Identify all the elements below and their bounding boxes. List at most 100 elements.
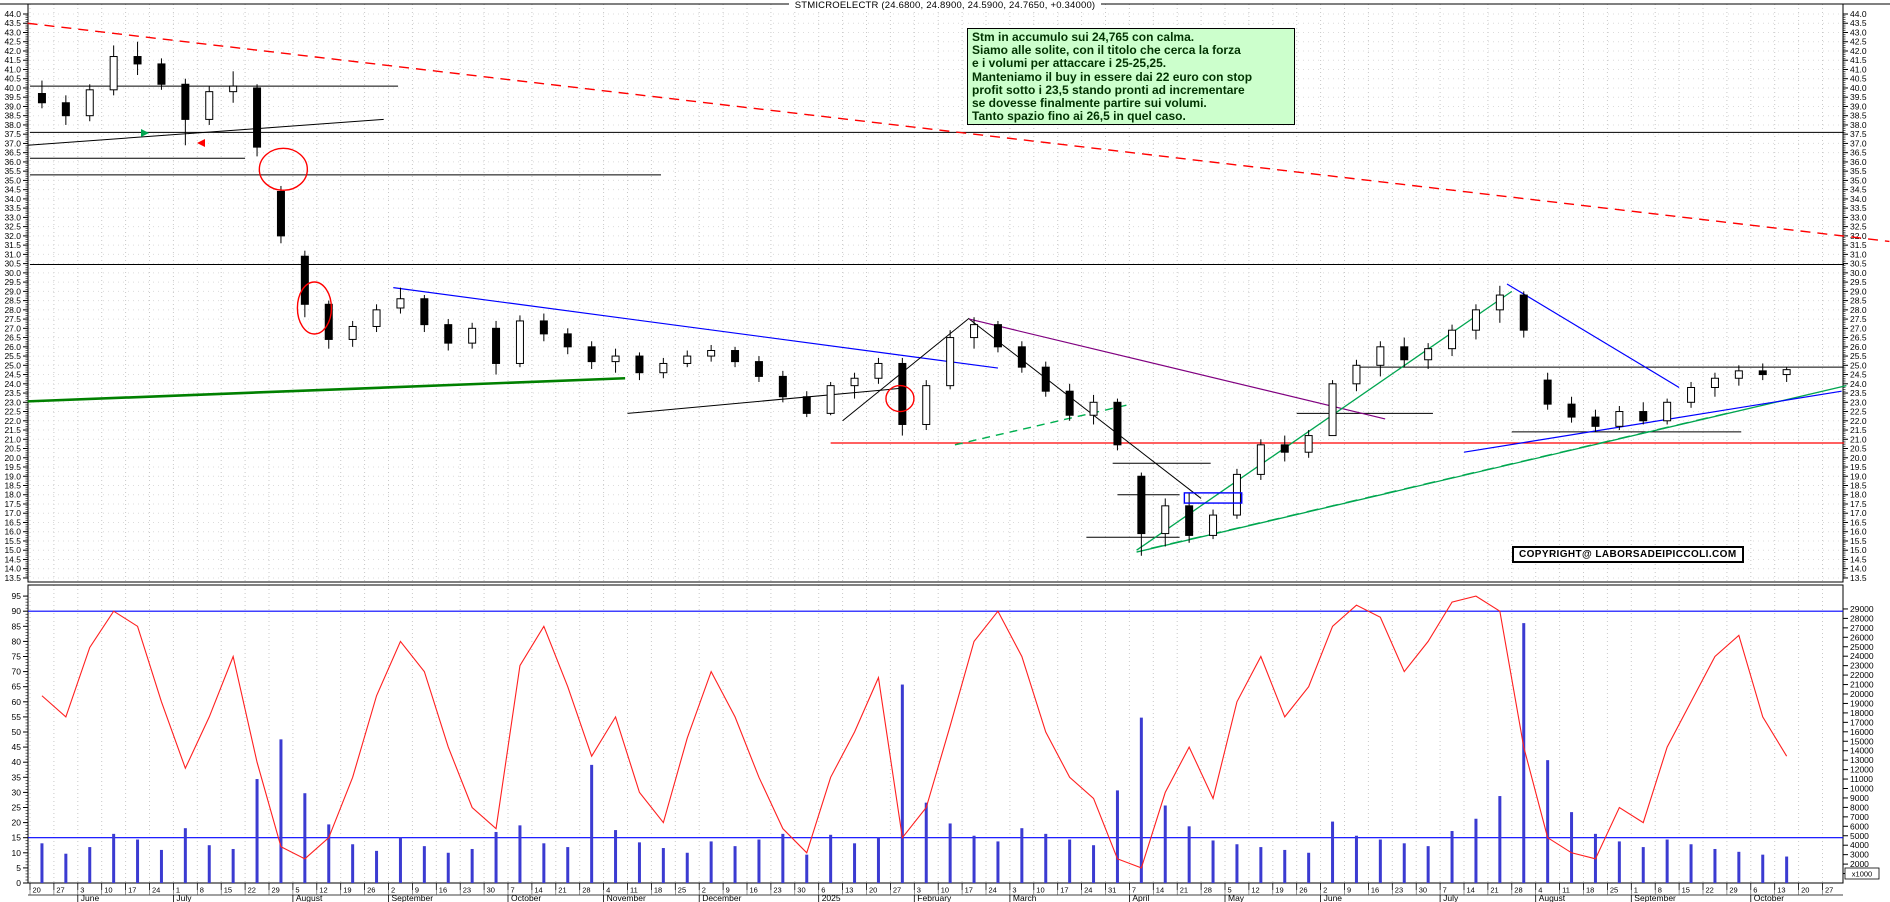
svg-text:41.0: 41.0: [1850, 64, 1867, 74]
svg-text:14.5: 14.5: [4, 554, 21, 564]
candle-down: [1591, 416, 1600, 427]
svg-text:20: 20: [33, 886, 41, 895]
candle-up: [1687, 386, 1696, 403]
svg-text:27: 27: [56, 886, 64, 895]
svg-text:30: 30: [1419, 886, 1427, 895]
svg-text:27: 27: [893, 886, 901, 895]
svg-text:10: 10: [12, 848, 22, 858]
svg-text:22.5: 22.5: [4, 407, 21, 417]
svg-text:20: 20: [1801, 886, 1809, 895]
svg-text:34.5: 34.5: [4, 185, 21, 195]
svg-text:14.0: 14.0: [4, 564, 21, 574]
svg-text:August: August: [296, 893, 323, 902]
svg-text:36.5: 36.5: [1850, 148, 1867, 158]
svg-text:24.5: 24.5: [4, 370, 21, 380]
svg-text:25.5: 25.5: [1850, 351, 1867, 361]
svg-text:15: 15: [12, 833, 22, 843]
svg-text:12: 12: [1251, 886, 1259, 895]
svg-text:24000: 24000: [1850, 651, 1874, 661]
svg-text:30.0: 30.0: [1850, 268, 1867, 278]
svg-text:21.0: 21.0: [4, 434, 21, 444]
svg-text:30.0: 30.0: [4, 268, 21, 278]
trend-lines: [27, 22, 1890, 553]
green-thick-support: [27, 376, 626, 403]
svg-text:37.5: 37.5: [1850, 129, 1867, 139]
candle-up: [850, 377, 859, 387]
svg-text:20.5: 20.5: [4, 444, 21, 454]
candle-up: [205, 91, 214, 120]
svg-text:October: October: [1754, 893, 1784, 902]
candle-up: [1376, 346, 1385, 366]
annotation-line: e i volumi per attaccare i 25-25,25.: [972, 56, 1167, 71]
svg-text:21: 21: [1490, 886, 1498, 895]
svg-text:1: 1: [1634, 886, 1638, 895]
candle-down: [1543, 379, 1552, 405]
candle-down: [133, 56, 142, 65]
candle-up: [659, 362, 668, 374]
svg-text:43.0: 43.0: [4, 27, 21, 37]
svg-text:40: 40: [12, 757, 22, 767]
svg-text:17: 17: [1060, 886, 1068, 895]
svg-text:39.0: 39.0: [4, 101, 21, 111]
svg-text:19.0: 19.0: [4, 471, 21, 481]
candle-up: [1663, 401, 1672, 422]
svg-text:45: 45: [12, 742, 22, 752]
svg-text:18: 18: [1586, 886, 1594, 895]
svg-text:6: 6: [1753, 886, 1757, 895]
svg-text:38.0: 38.0: [4, 120, 21, 130]
svg-text:20000: 20000: [1850, 689, 1874, 699]
green-long-support: [1136, 385, 1847, 553]
copyright-badge: COPYRIGHT@ LABORSADEIPICCOLI.COM: [1512, 546, 1744, 563]
svg-text:39.0: 39.0: [1850, 101, 1867, 111]
svg-text:40.0: 40.0: [4, 83, 21, 93]
svg-text:14.0: 14.0: [1850, 564, 1867, 574]
buy-zone-box: [1183, 492, 1243, 504]
svg-text:30.5: 30.5: [1850, 259, 1867, 269]
svg-text:16: 16: [750, 886, 758, 895]
svg-text:60: 60: [12, 697, 22, 707]
svg-text:28: 28: [1204, 886, 1212, 895]
svg-text:80: 80: [12, 636, 22, 646]
svg-text:15.0: 15.0: [4, 545, 21, 555]
svg-text:3000: 3000: [1850, 850, 1869, 860]
svg-text:19: 19: [343, 886, 351, 895]
svg-text:10: 10: [1036, 886, 1044, 895]
candle-up: [515, 320, 524, 364]
svg-text:23: 23: [1395, 886, 1403, 895]
svg-text:28.5: 28.5: [1850, 296, 1867, 306]
svg-text:16: 16: [1371, 886, 1379, 895]
candle-up: [1352, 364, 1361, 385]
svg-text:20.0: 20.0: [1850, 453, 1867, 463]
candle-up: [1304, 435, 1313, 453]
candle-down: [253, 87, 262, 148]
svg-text:50: 50: [12, 727, 22, 737]
svg-text:11: 11: [630, 886, 638, 895]
svg-text:35.0: 35.0: [4, 175, 21, 185]
svg-text:7: 7: [511, 886, 515, 895]
candle-down: [1400, 346, 1409, 361]
candle-down: [778, 375, 787, 398]
svg-text:27: 27: [1825, 886, 1833, 895]
svg-text:14: 14: [534, 886, 542, 895]
candle-down: [898, 362, 907, 425]
green-dashed-short: [954, 404, 1128, 446]
svg-text:4: 4: [606, 886, 610, 895]
svg-text:14: 14: [1156, 886, 1164, 895]
svg-text:41.5: 41.5: [1850, 55, 1867, 65]
blue-descending-2: [1506, 283, 1680, 389]
candle-up: [946, 337, 955, 387]
candle-down: [1567, 403, 1576, 418]
annotation-line: profit sotto i 23,5 stando pronti ad inc…: [972, 82, 1245, 97]
svg-text:35.0: 35.0: [1850, 175, 1867, 185]
svg-text:9: 9: [726, 886, 730, 895]
candle-up: [826, 385, 835, 414]
svg-text:29000: 29000: [1850, 604, 1874, 614]
svg-text:44.0: 44.0: [1850, 9, 1867, 19]
svg-text:23.0: 23.0: [1850, 397, 1867, 407]
svg-text:23.5: 23.5: [1850, 388, 1867, 398]
svg-text:14.5: 14.5: [1850, 554, 1867, 564]
svg-text:27.5: 27.5: [4, 314, 21, 324]
candle-down: [420, 298, 429, 326]
svg-text:October: October: [511, 893, 541, 902]
